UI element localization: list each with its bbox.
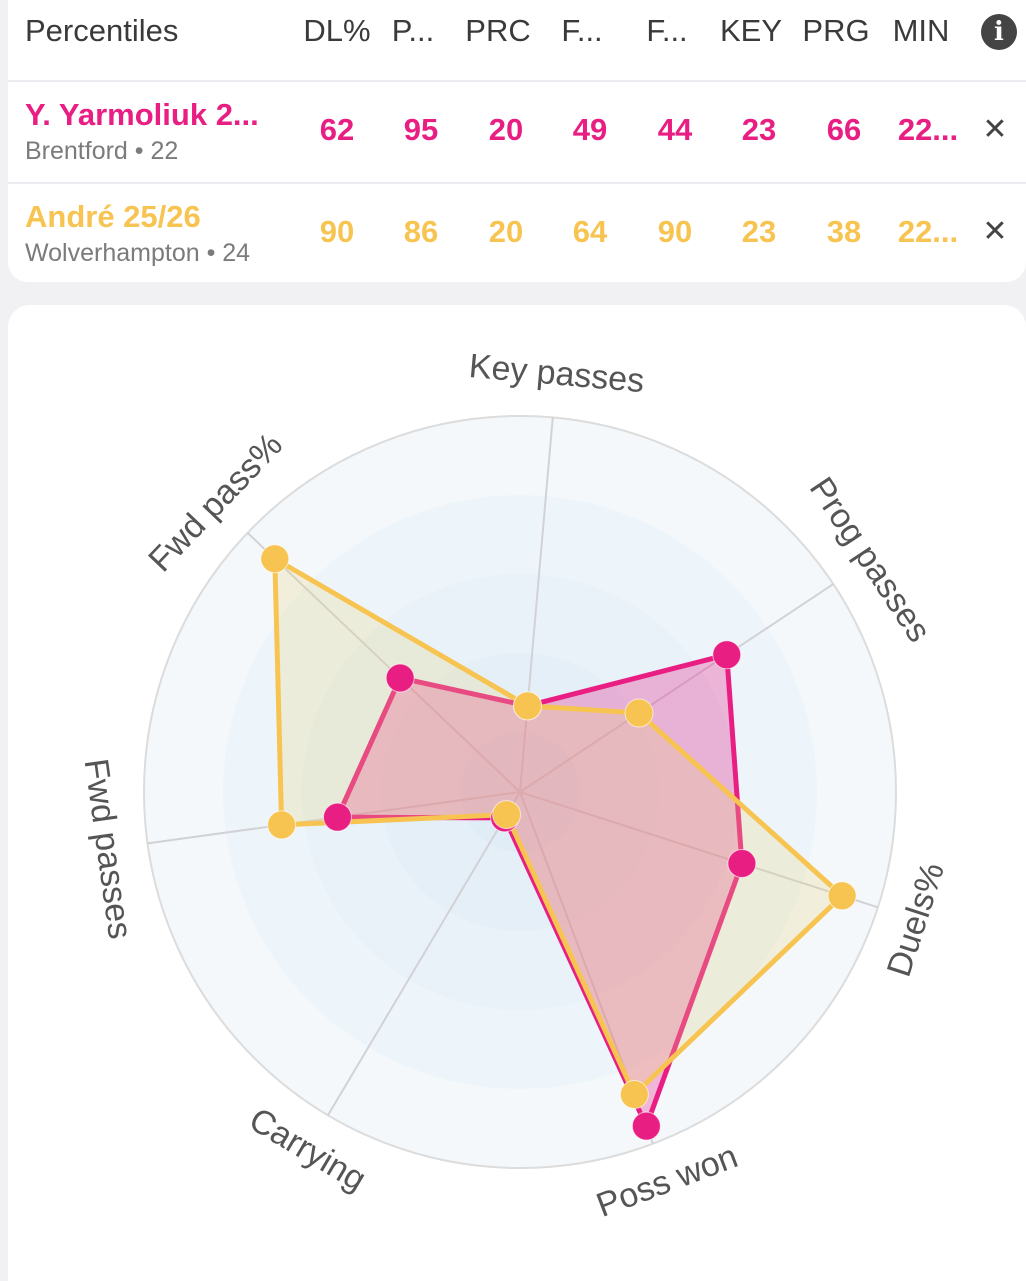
radar-spoke — [327, 791, 521, 1116]
percentile-value: 23 — [741, 112, 777, 147]
radar-series-area — [272, 556, 845, 1097]
percentile-value: 90 — [319, 214, 355, 249]
percentile-value: 22... — [897, 214, 959, 249]
percentile-value: 20 — [488, 112, 524, 147]
radar-spoke — [519, 791, 879, 909]
remove-player-close-icon[interactable]: ✕ — [982, 215, 1008, 248]
radar-spoke — [246, 532, 521, 793]
percentile-value: 64 — [572, 214, 608, 249]
percentile-value: 90 — [657, 214, 693, 249]
radar-point — [267, 810, 297, 840]
radar-point — [385, 663, 415, 693]
radar-spoke — [519, 583, 834, 793]
radar-point — [492, 800, 522, 830]
percentiles-table: Percentiles DL% P... PRC F... F... KEY P… — [8, 0, 1026, 282]
col-header[interactable]: MIN — [892, 13, 950, 48]
radar-axis-label: Key passes — [467, 347, 645, 400]
radar-point — [827, 881, 857, 911]
radar-point — [619, 1079, 649, 1109]
player-row[interactable]: André 25/26 Wolverhampton • 24 90 86 20 … — [8, 184, 1026, 284]
player-name[interactable]: André 25/26 — [25, 199, 201, 234]
radar-spoke — [519, 417, 554, 793]
col-header[interactable]: F... — [646, 13, 688, 48]
percentile-value: 23 — [741, 214, 777, 249]
percentile-value: 62 — [319, 112, 355, 147]
radar-axis-label: Fwd passes — [77, 756, 140, 941]
percentile-value: 22... — [897, 112, 959, 147]
percentile-value: 20 — [488, 214, 524, 249]
percentile-value: 44 — [657, 112, 693, 147]
col-header[interactable]: P... — [391, 13, 435, 48]
radar-point — [322, 802, 352, 832]
radar-point — [727, 848, 757, 878]
radar-axis-label: Duels% — [880, 858, 952, 981]
player-row[interactable]: Y. Yarmoliuk 2... Brentford • 22 62 95 2… — [8, 82, 1026, 184]
info-icon[interactable]: i — [981, 14, 1017, 50]
col-header[interactable]: F... — [561, 13, 603, 48]
player-team-age: Wolverhampton • 24 — [25, 239, 251, 267]
percentile-value: 38 — [826, 214, 862, 249]
player-name[interactable]: Y. Yarmoliuk 2... — [25, 97, 259, 132]
percentile-value: 66 — [826, 112, 862, 147]
percentile-value: 49 — [572, 112, 608, 147]
radar-point — [712, 640, 742, 670]
player-team-age: Brentford • 22 — [25, 137, 179, 165]
col-header[interactable]: PRC — [465, 13, 531, 48]
col-header[interactable]: PRG — [802, 13, 870, 48]
col-header[interactable]: KEY — [719, 13, 783, 48]
radar-point — [624, 698, 654, 728]
percentile-value: 95 — [403, 112, 439, 147]
percentile-value: 86 — [403, 214, 439, 249]
radar-point — [631, 1111, 661, 1141]
table-title: Percentiles — [25, 13, 179, 48]
radar-point — [513, 691, 543, 721]
remove-player-close-icon[interactable]: ✕ — [982, 113, 1008, 146]
table-header: Percentiles DL% P... PRC F... F... KEY P… — [8, 0, 1026, 82]
radar-point — [260, 544, 290, 574]
col-header[interactable]: DL% — [303, 13, 371, 48]
